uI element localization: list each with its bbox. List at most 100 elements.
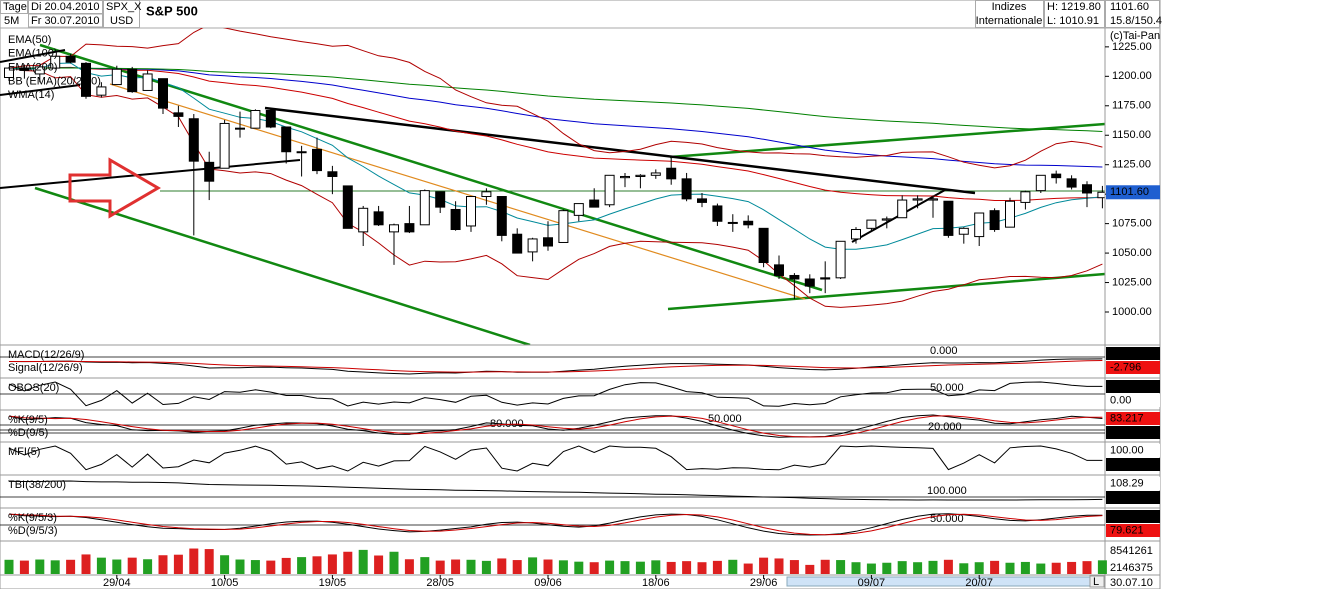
y-tick-label: 1025.00 <box>1112 276 1152 288</box>
volume-bar <box>605 560 615 574</box>
value-label: 81.575 <box>1110 380 1144 392</box>
level-label: 20.000 <box>928 421 962 433</box>
candle-body <box>573 203 584 216</box>
candle-body <box>373 211 384 226</box>
y-tick-label: 1125.00 <box>1112 159 1151 171</box>
tbi-line <box>8 480 1103 501</box>
level-label: 50.000 <box>708 413 742 425</box>
volume-bar <box>374 555 384 574</box>
oscillator-line <box>8 381 1103 407</box>
group: Internationale <box>976 15 1043 27</box>
y-tick-label: 1175.00 <box>1112 100 1151 112</box>
y-tick-label: 1000.00 <box>1112 306 1152 318</box>
candle-body <box>774 264 784 276</box>
candle-body <box>928 198 938 201</box>
legend-label: WMA(14) <box>8 89 54 101</box>
candle-body <box>81 62 91 97</box>
volume-bar <box>697 562 707 574</box>
candle-body <box>512 233 523 254</box>
header <box>0 0 1160 29</box>
value-label: 6.580 <box>1110 347 1138 359</box>
candle-body <box>281 126 292 153</box>
y-tick-label: 1050.00 <box>1112 247 1152 259</box>
value-box <box>1106 394 1160 407</box>
candle-body <box>974 212 985 238</box>
candle-body <box>96 86 107 96</box>
candle-body <box>312 148 322 172</box>
value-box <box>1106 510 1160 523</box>
panel-label: %D(9/5/3) <box>8 525 58 537</box>
y-tick-label: 1075.00 <box>1112 218 1152 230</box>
volume-bar <box>281 557 291 574</box>
panel-label: OBOS(20) <box>8 382 59 394</box>
volume-bar <box>574 561 584 574</box>
panel-label: MFI(5) <box>8 446 40 458</box>
volume-bar <box>435 560 445 574</box>
volume-bar <box>558 560 568 574</box>
value-label: 39.811 <box>1110 458 1143 470</box>
volume-bar <box>96 557 106 574</box>
frame <box>0 0 1161 589</box>
scroll-label: L <box>1093 576 1099 588</box>
x-tick-label: 29/04 <box>103 577 131 589</box>
from-date: Di 20.04.2010 <box>31 1 100 13</box>
volume-bar <box>543 559 553 574</box>
candle-body <box>19 67 30 71</box>
oscillator-line <box>8 445 1103 472</box>
candle-body <box>1066 178 1077 188</box>
volume-bar <box>805 564 815 574</box>
candle-body <box>866 219 877 229</box>
interval: 5M <box>4 15 19 27</box>
candle-body <box>481 191 492 198</box>
value-label: 79.621 <box>1110 524 1144 536</box>
candle-body <box>650 172 661 176</box>
candle-body <box>897 199 908 219</box>
volume-bar <box>4 559 14 574</box>
volume-bar <box>897 561 907 574</box>
volume-bar <box>789 560 799 574</box>
value-label: 83.217 <box>1110 510 1144 522</box>
candle-body <box>712 205 723 222</box>
panel-label: %D(9/5) <box>8 427 48 439</box>
volume-bar <box>158 555 168 574</box>
candle-body <box>527 238 538 253</box>
candle-body <box>758 227 769 264</box>
volume-bar <box>728 559 738 574</box>
candle-body <box>958 227 969 235</box>
volume-bar <box>66 559 76 574</box>
volume-bar <box>651 560 661 574</box>
ema-line <box>9 67 1103 132</box>
volume-bar <box>420 557 430 574</box>
group: Indizes <box>992 1 1027 13</box>
volume-bar <box>220 555 230 574</box>
ratio: 15.8/150.4 <box>1110 15 1162 27</box>
symbol: SPX_X <box>106 1 142 13</box>
volume-bar <box>235 559 245 574</box>
candle-body <box>681 178 692 200</box>
candle-body <box>835 240 846 279</box>
volume-bar <box>990 560 1000 574</box>
scroll-button[interactable] <box>1089 575 1105 588</box>
candle-body <box>188 118 199 162</box>
volume-bar <box>974 562 984 574</box>
title: S&P 500 <box>146 3 198 18</box>
volume-bar <box>404 559 414 574</box>
value-label: 97.109 <box>1110 491 1144 503</box>
x-tick-label: 09/07 <box>858 577 886 589</box>
volume-bar <box>851 562 861 574</box>
scrollbar[interactable] <box>786 576 1091 587</box>
candle-body <box>342 185 353 229</box>
value-box <box>1106 524 1160 537</box>
value-box <box>1106 380 1160 393</box>
volume-bar <box>928 560 938 574</box>
candle-body <box>466 196 476 227</box>
period: Tage <box>3 1 27 13</box>
volume-bar <box>497 558 507 574</box>
volume-bar <box>836 560 846 574</box>
value-label: 100.00 <box>1110 444 1144 456</box>
copyright: (c)Tai-Pan <box>1110 30 1160 42</box>
volume-bar <box>866 563 876 574</box>
panel-label: MACD(12/26/9) <box>8 349 84 361</box>
volume-bar <box>112 559 122 574</box>
volume-bar <box>743 563 753 574</box>
